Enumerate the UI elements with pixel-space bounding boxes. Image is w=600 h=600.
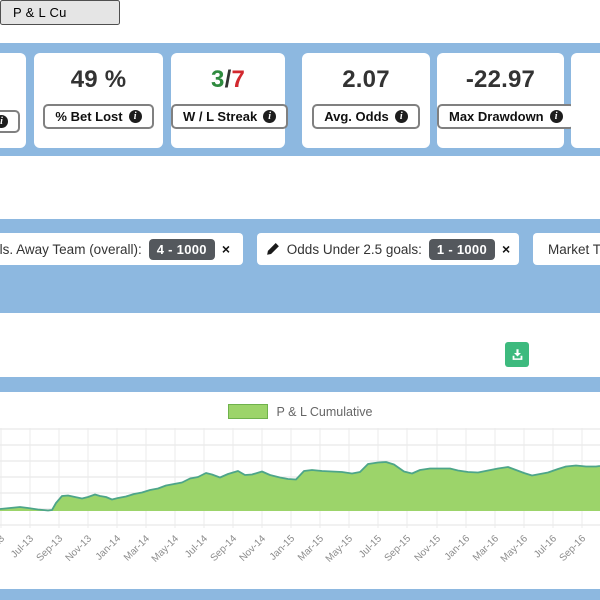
x-axis-label: May-13: [0, 533, 7, 565]
stat-pill-partial[interactable]: i: [0, 110, 20, 133]
info-icon: i: [549, 110, 563, 123]
stat-card-partial-right: [571, 53, 600, 148]
filter-chip-away-team: als. Away Team (overall): 4 - 1000 ×: [0, 233, 243, 265]
footer-band: [0, 589, 600, 600]
stat-label: Avg. Odds: [324, 109, 389, 124]
stat-value: 49 %: [70, 66, 127, 93]
stat-pill[interactable]: W / L Streak i: [171, 104, 289, 129]
x-axis-label: May-14: [150, 533, 182, 565]
legend-label: P & L Cumulative: [276, 404, 373, 419]
info-icon: i: [0, 115, 8, 128]
x-axis-label: Jul-13: [9, 533, 36, 560]
stat-value: 3/7: [171, 65, 285, 95]
x-axis-label: Mar-15: [296, 533, 326, 563]
stat-value: 2.07: [342, 66, 390, 93]
filter-label: als. Away Team (overall):: [0, 241, 142, 257]
stat-pill[interactable]: Max Drawdown i: [437, 104, 575, 129]
filter-label: Odds Under 2.5 goals:: [286, 241, 422, 257]
stat-label: % Bet Lost: [55, 109, 123, 124]
legend-swatch: [227, 404, 268, 419]
chart-legend[interactable]: P & L Cumulative: [0, 404, 600, 419]
stat-label: Max Drawdown: [449, 109, 544, 124]
pl-cumulative-button[interactable]: P & L Cu: [0, 0, 120, 25]
stat-label: W / L Streak: [183, 109, 258, 124]
info-icon: i: [128, 110, 142, 123]
x-axis-label: May-16: [499, 533, 531, 565]
info-icon: i: [263, 110, 277, 123]
stat-card-max-drawdown: -22.97 Max Drawdown i: [437, 53, 575, 148]
x-axis-label: Mar-16: [471, 533, 501, 563]
x-axis-label: Jan-14: [94, 533, 124, 563]
x-axis-label: Nov-14: [238, 533, 269, 564]
stat-value: -22.97: [465, 66, 536, 93]
x-axis-label: Nov-13: [64, 533, 95, 564]
x-axis-label: Jul-15: [357, 533, 384, 560]
download-button[interactable]: [505, 342, 529, 367]
x-axis-label: May-15: [324, 533, 356, 565]
area-line: [0, 461, 600, 512]
download-icon: [512, 349, 522, 360]
close-icon[interactable]: ×: [502, 241, 511, 257]
filter-range-badge[interactable]: 1 - 1000: [428, 238, 495, 260]
pencil-icon[interactable]: [266, 242, 280, 256]
stat-pill[interactable]: % Bet Lost i: [43, 104, 154, 129]
x-axis-label: Jul-14: [183, 533, 210, 560]
stat-card-avg-odds: 2.07 Avg. Odds i: [302, 53, 430, 148]
x-axis-label: Jul-16: [532, 533, 559, 560]
filter-chip-odds-under: Odds Under 2.5 goals: 1 - 1000 ×: [257, 233, 519, 265]
win-count: 3: [211, 66, 225, 93]
stat-card-bet-lost: 49 % % Bet Lost i: [34, 53, 163, 148]
x-axis-label: Jan-15: [268, 533, 298, 563]
x-axis-label: Nov-15: [413, 533, 444, 564]
x-axis-label: Sep-13: [35, 533, 66, 564]
filter-range-badge[interactable]: 4 - 1000: [148, 238, 215, 260]
filter-chip-market-type: Market T: [533, 233, 600, 265]
close-icon[interactable]: ×: [221, 241, 230, 257]
filter-label: Market T: [548, 241, 600, 257]
x-axis-label: Sep-15: [383, 533, 414, 564]
loss-count: 7: [231, 66, 245, 93]
stat-card-partial-left: i: [0, 53, 26, 148]
x-axis-label: Sep-16: [558, 533, 589, 564]
x-axis-label: Mar-14: [122, 533, 152, 563]
x-axis-label: Sep-14: [209, 533, 240, 564]
stat-pill[interactable]: Avg. Odds i: [312, 104, 420, 129]
area-fill: [0, 462, 600, 511]
slash: /: [224, 66, 232, 93]
x-axis-label: Jan-16: [443, 533, 473, 563]
info-icon: i: [394, 110, 408, 123]
stat-card-wl-streak: 3/7 W / L Streak i: [171, 53, 289, 148]
divider-band: [0, 377, 600, 392]
